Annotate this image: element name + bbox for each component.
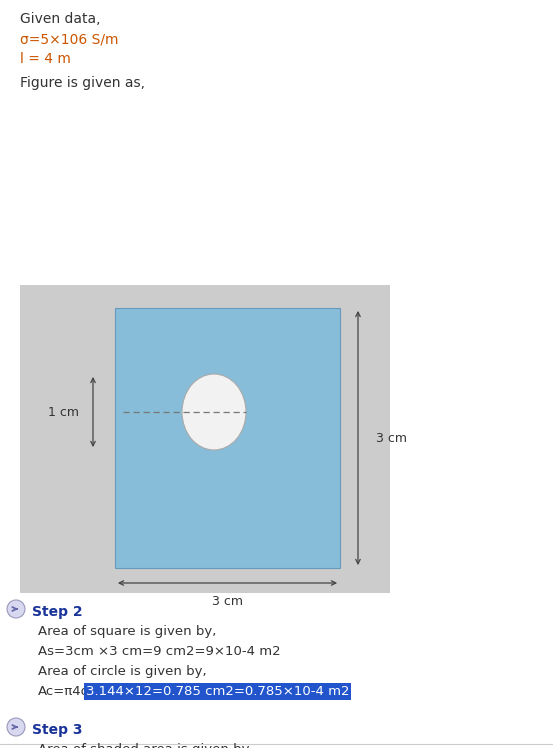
Circle shape bbox=[7, 718, 25, 736]
Text: 3 cm: 3 cm bbox=[376, 432, 407, 444]
Text: σ=5×106 S/m: σ=5×106 S/m bbox=[20, 32, 118, 46]
Text: As=3cm ×3 cm=9 cm2=9×10-4 m2: As=3cm ×3 cm=9 cm2=9×10-4 m2 bbox=[38, 645, 280, 658]
Text: Area of circle is given by,: Area of circle is given by, bbox=[38, 665, 207, 678]
Text: 3.144×12=0.785 cm2=0.785×10-4 m2: 3.144×12=0.785 cm2=0.785×10-4 m2 bbox=[86, 685, 349, 698]
Text: 1 cm: 1 cm bbox=[48, 405, 79, 418]
Circle shape bbox=[7, 600, 25, 618]
Text: Given data,: Given data, bbox=[20, 12, 101, 26]
Text: Figure is given as,: Figure is given as, bbox=[20, 76, 145, 90]
Ellipse shape bbox=[182, 374, 246, 450]
Text: Ac=π4d2=: Ac=π4d2= bbox=[38, 685, 109, 698]
Text: l = 4 m: l = 4 m bbox=[20, 52, 71, 66]
Text: Step 3: Step 3 bbox=[32, 723, 82, 737]
Text: Step 2: Step 2 bbox=[32, 605, 82, 619]
Text: Area of square is given by,: Area of square is given by, bbox=[38, 625, 216, 638]
Text: 3 cm: 3 cm bbox=[212, 595, 243, 608]
Bar bbox=[115, 308, 340, 568]
Bar bbox=[20, 285, 390, 593]
Text: Area of shaded area is given by,: Area of shaded area is given by, bbox=[38, 743, 254, 748]
